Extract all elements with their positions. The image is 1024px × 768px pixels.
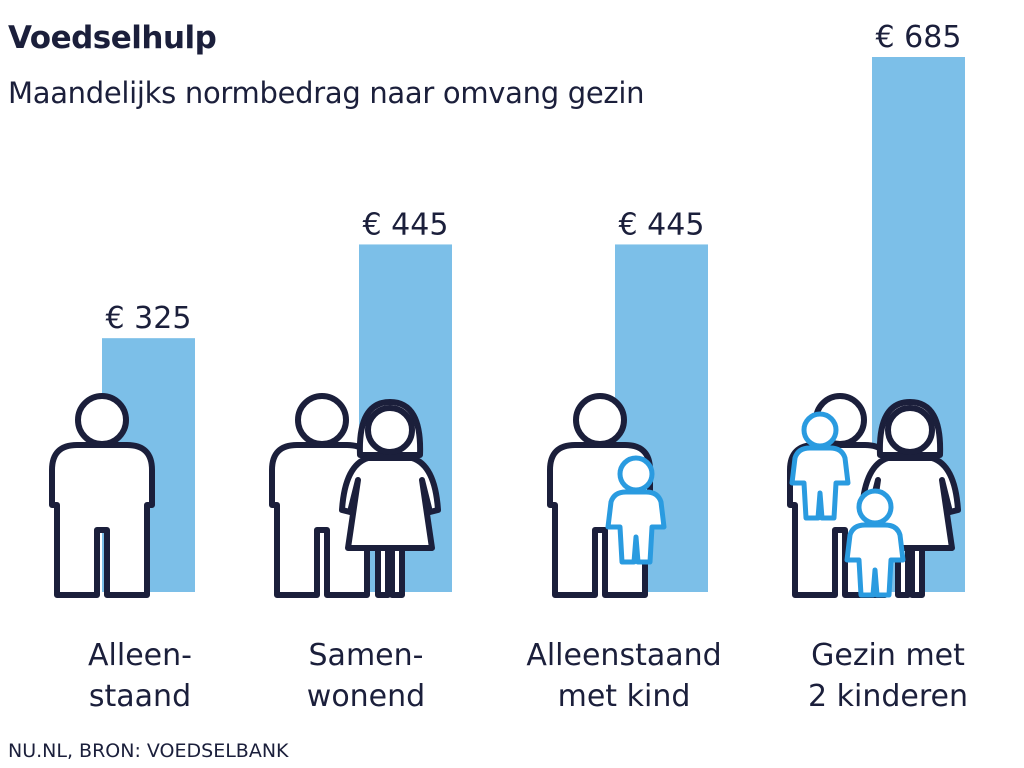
value-label-2: € 445 xyxy=(363,207,449,242)
category-label-2-line-1: Samen- xyxy=(309,638,424,673)
chart-title: Voedselhulp xyxy=(8,20,217,56)
category-label-1-line-1: Alleen- xyxy=(88,638,192,673)
adult-with-child-icon xyxy=(547,393,667,598)
single-adult-icon xyxy=(49,393,155,598)
value-label-4: € 685 xyxy=(876,20,962,55)
category-label-3-line-1: Alleenstaand xyxy=(526,638,721,673)
couple-icon xyxy=(269,393,441,598)
category-label-4-line-2: 2 kinderen xyxy=(808,679,968,714)
category-label-1-line-2: staand xyxy=(89,679,191,714)
chart-subtitle: Maandelijks normbedrag naar omvang gezin xyxy=(8,76,645,110)
family-two-children-icon xyxy=(787,393,961,598)
category-label-4-line-1: Gezin met xyxy=(811,638,965,673)
source-credit: NU.NL, BRON: VOEDSELBANK xyxy=(8,740,289,762)
value-label-3: € 445 xyxy=(619,207,705,242)
value-label-1: € 325 xyxy=(106,301,192,336)
category-label-3-line-2: met kind xyxy=(558,679,691,714)
category-label-2-line-2: wonend xyxy=(307,679,425,714)
